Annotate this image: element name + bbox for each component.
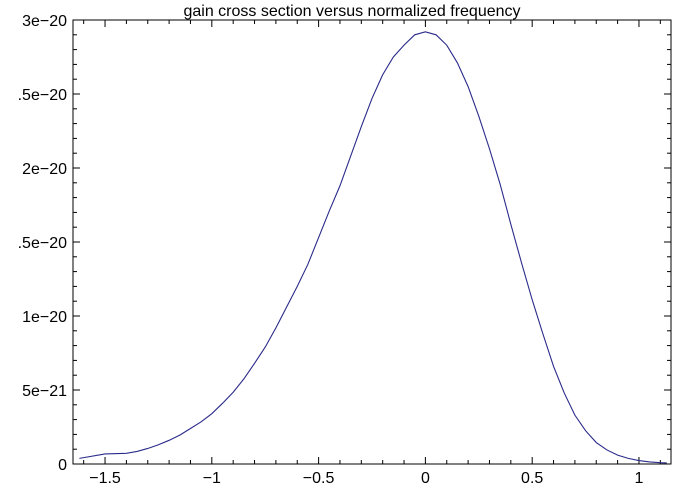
x-tick-label: −0.5 (303, 470, 335, 487)
y-tick-label: .5e−20 (18, 235, 67, 252)
y-tick-label: 3e−20 (22, 13, 67, 30)
series-line (79, 31, 667, 464)
plot-area (79, 31, 667, 464)
y-tick-label: 2e−20 (22, 161, 67, 178)
y-tick-label: 1e−20 (22, 309, 67, 326)
x-tick-label: 0.5 (521, 470, 543, 487)
plot-frame (72, 19, 672, 465)
x-tick-label: 0 (421, 470, 430, 487)
chart-title: gain cross section versus normalized fre… (183, 3, 520, 20)
y-tick-label: 0 (58, 457, 67, 474)
x-tick-label: −1 (203, 470, 221, 487)
axes: 0 5e−21 1e−20 .5e−20 2e−20 .5e−20 3e−20 −1.5 −1 −… (18, 13, 672, 487)
x-tick-label: 1 (635, 470, 644, 487)
y-tick-label: 5e−21 (22, 383, 67, 400)
x-tick-label: −1.5 (89, 470, 121, 487)
y-tick-label: .5e−20 (18, 87, 67, 104)
